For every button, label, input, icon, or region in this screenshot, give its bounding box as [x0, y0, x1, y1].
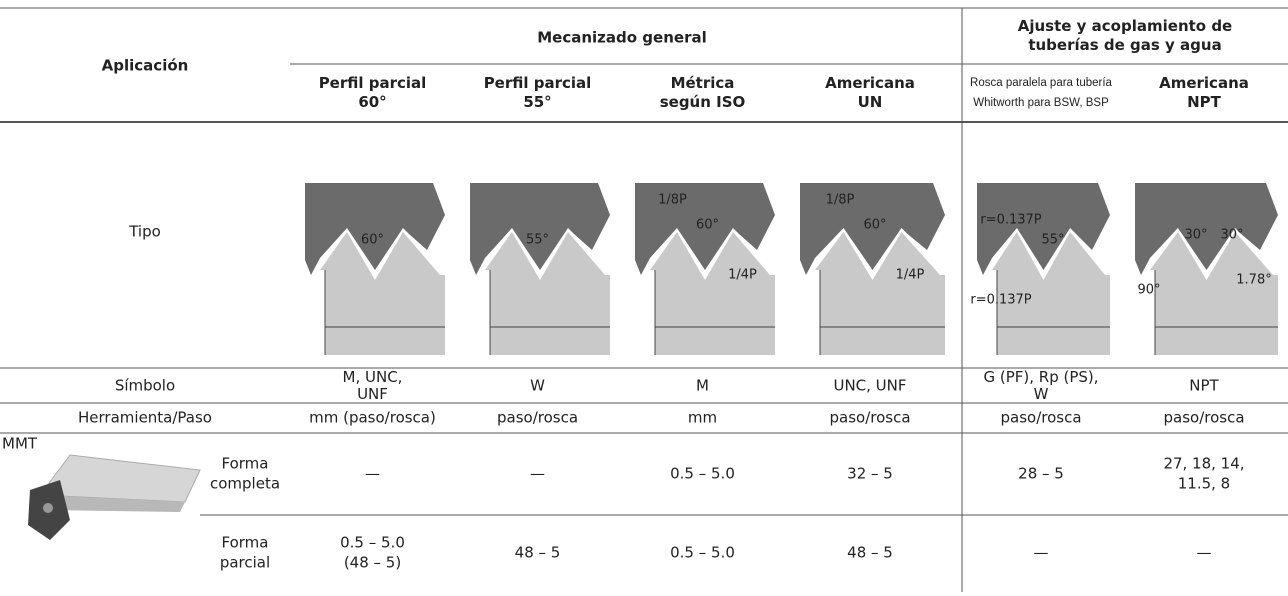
diagram-label: 30°	[1220, 228, 1243, 243]
pitch-range: 32 – 5	[847, 465, 893, 483]
pitch-range: 0.5 – 5.0	[670, 544, 735, 562]
pitch-range: —	[1197, 544, 1212, 562]
column-header: 55°	[523, 93, 551, 111]
diagram-label: 1/8P	[826, 193, 855, 208]
diagram-label: 1/4P	[728, 268, 757, 283]
column-header: NPT	[1187, 93, 1222, 111]
pitch-range: 27, 18, 14,	[1163, 455, 1244, 473]
diagram-label: 30°	[1184, 228, 1207, 243]
header-pipe: tuberías de gas y agua	[1028, 36, 1221, 54]
pitch-range: 28 – 5	[1018, 465, 1064, 483]
form-label: parcial	[220, 554, 270, 572]
pitch-range: —	[1034, 544, 1049, 562]
column-header: Métrica	[671, 74, 735, 92]
form-label: Forma	[222, 534, 269, 552]
header-general: Mecanizado general	[537, 29, 706, 47]
pitch-range: (48 – 5)	[344, 554, 401, 572]
row-label: Símbolo	[115, 377, 175, 395]
symbol: W	[1034, 385, 1049, 403]
column-header: según ISO	[660, 93, 746, 111]
diagram-label: 1/4P	[896, 268, 925, 283]
symbol: NPT	[1189, 377, 1219, 395]
form-label: completa	[210, 475, 280, 493]
column-header: UN	[858, 93, 883, 111]
diagram-label: 90°	[1137, 283, 1160, 298]
form-label: Forma	[222, 455, 269, 473]
row-label: Herramienta/Paso	[78, 409, 212, 427]
symbol: UNF	[357, 385, 388, 403]
pitch-unit: paso/rosca	[829, 409, 910, 427]
pitch-range: —	[530, 465, 545, 483]
pitch-unit: mm (paso/rosca)	[309, 409, 436, 427]
pitch-range: 11.5, 8	[1178, 475, 1230, 493]
pitch-unit: paso/rosca	[1000, 409, 1081, 427]
pitch-unit: paso/rosca	[497, 409, 578, 427]
symbol: G (PF), Rp (PS),	[983, 368, 1098, 386]
column-header: Americana	[1159, 74, 1249, 92]
tool-image	[28, 455, 200, 540]
diagram-label: 55°	[1041, 233, 1064, 248]
diagram-label: 1/8P	[658, 193, 687, 208]
symbol: M, UNC,	[343, 368, 403, 386]
pitch-range: 48 – 5	[847, 544, 893, 562]
diagram-label: r=0.137P	[970, 293, 1031, 308]
column-header: Perfil parcial	[319, 74, 427, 92]
spec-table: Aplicación Mecanizado general Ajuste y aco…	[0, 0, 1288, 592]
pitch-range: 0.5 – 5.0	[670, 465, 735, 483]
diagram-label: r=0.137P	[980, 213, 1041, 228]
pitch-range: 48 – 5	[515, 544, 561, 562]
diagram-label: 1.78°	[1236, 273, 1271, 288]
symbol: UNC, UNF	[833, 377, 906, 395]
symbol: W	[530, 377, 545, 395]
column-header: Rosca paralela para tubería	[970, 77, 1113, 89]
diagram-label: 55°	[526, 233, 549, 248]
column-header: 60°	[358, 93, 386, 111]
column-header: Whitworth para BSW, BSP	[973, 97, 1109, 109]
diagram-label: 60°	[696, 218, 719, 233]
pitch-range: 0.5 – 5.0	[340, 534, 405, 552]
column-header: Perfil parcial	[484, 74, 592, 92]
column-header: Americana	[825, 74, 915, 92]
row-label: Tipo	[128, 223, 161, 241]
header-pipe: Ajuste y acoplamiento de	[1018, 17, 1232, 35]
diagram-label: 60°	[361, 233, 384, 248]
tool-name: MMT	[2, 435, 38, 453]
header-application: Aplicación	[102, 57, 189, 75]
symbol: M	[696, 377, 709, 395]
pitch-unit: paso/rosca	[1163, 409, 1244, 427]
diagram-label: 60°	[863, 218, 886, 233]
pitch-unit: mm	[688, 409, 717, 427]
pitch-range: —	[365, 465, 380, 483]
